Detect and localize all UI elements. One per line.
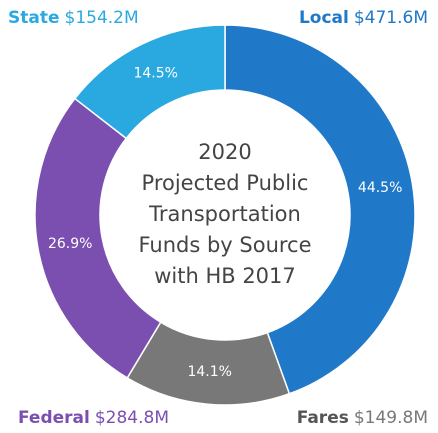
value-label: 26.9% xyxy=(48,236,92,252)
donut-segment xyxy=(73,24,226,140)
amount-label: $149.8M xyxy=(354,408,428,428)
category-label: Fares $149.8M xyxy=(297,408,428,428)
chart-title: Projected Public xyxy=(142,171,309,195)
donut-segment xyxy=(34,97,162,379)
chart-title: with HB 2017 xyxy=(154,264,296,288)
value-label: 14.5% xyxy=(133,66,177,82)
category-label: Federal $284.8M xyxy=(18,408,169,428)
chart-title: Funds by Source xyxy=(138,233,311,257)
amount-label: $154.2M xyxy=(65,8,139,28)
category-label: State $154.2M xyxy=(8,8,139,28)
category-label: Local $471.6M xyxy=(299,8,428,28)
donut-segment xyxy=(224,24,416,395)
value-label: 14.1% xyxy=(187,364,231,380)
category-name: State xyxy=(8,8,60,28)
amount-label: $284.8M xyxy=(95,408,169,428)
category-name: Local xyxy=(299,8,349,28)
amount-label: $471.6M xyxy=(354,8,428,28)
value-label: 44.5% xyxy=(358,180,402,196)
chart-title: 2020 xyxy=(198,140,251,164)
category-name: Federal xyxy=(18,408,90,428)
category-name: Fares xyxy=(297,408,349,428)
chart-title: Transportation xyxy=(148,202,301,226)
